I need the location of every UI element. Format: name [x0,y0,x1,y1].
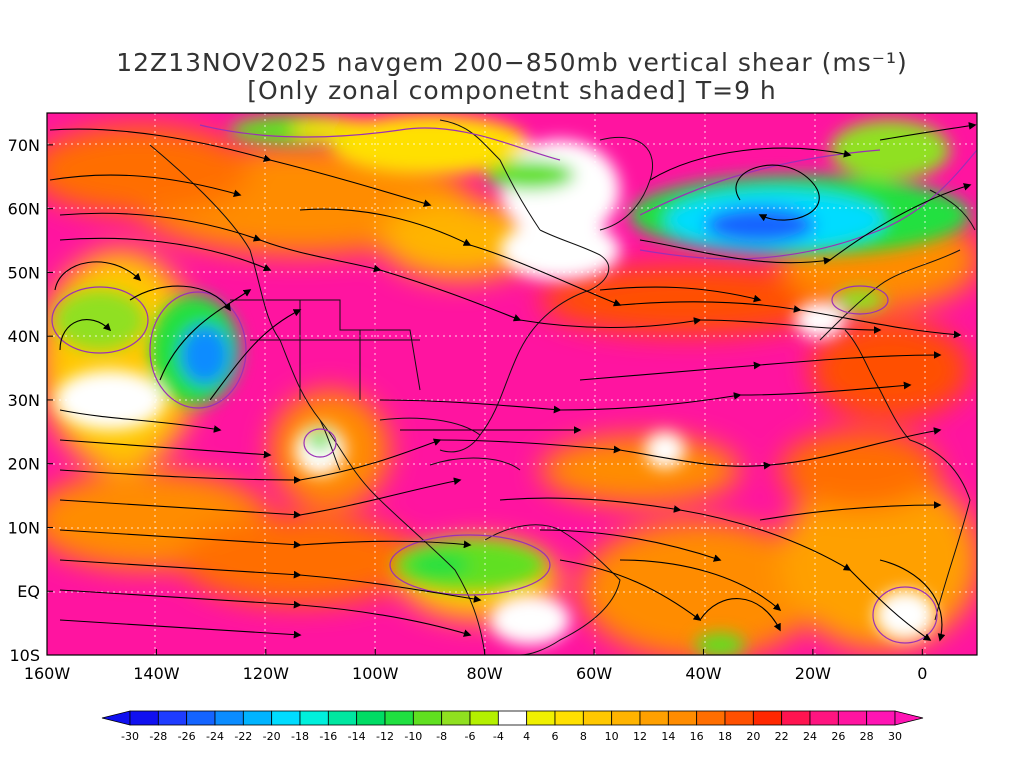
colorbar-label: -12 [376,730,394,743]
colorbar-swatch [441,710,471,726]
colorbar-label: 10 [605,730,619,743]
colorbar-label: 26 [831,730,845,743]
lat-label: 30N [8,391,40,410]
colorbar-swatch [299,710,329,726]
colorbar-label: -8 [436,730,447,743]
colorbar [101,710,924,726]
colorbar-max-arrow [894,710,924,726]
colorbar-swatch [724,710,754,726]
colorbar-label: 18 [718,730,732,743]
shaded-field [47,113,977,655]
colorbar-swatch [356,710,386,726]
colorbar-swatch [639,710,669,726]
lat-label: 70N [8,136,40,155]
colorbar-label: 8 [580,730,587,743]
colorbar-swatch [752,710,783,726]
colorbar-swatch [497,710,528,726]
lon-label: 0 [917,664,927,683]
streamlines [49,122,977,642]
colorbar-label: 22 [775,730,789,743]
colorbar-swatch [582,710,613,726]
colorbar-label: -20 [263,730,281,743]
colorbar-labels: -30 -28 -26 -24 -22 -20 -18 -16 -14 -12 -10 -8 -6 -4 4… [121,730,902,743]
colorbar-swatch [327,710,358,726]
lat-label: 60N [8,200,40,219]
colorbar-swatch [157,710,188,726]
colorbar-label: -10 [404,730,422,743]
lat-label: EQ [17,582,40,601]
colorbar-swatch [554,710,584,726]
colorbar-swatch [809,710,839,726]
colorbar-label: -6 [465,730,476,743]
lon-label: 60W [576,664,612,683]
lon-label: 40W [685,664,721,683]
colorbar-label: -26 [178,730,196,743]
colorbar-swatch [696,710,726,726]
lat-label: 10N [8,518,40,537]
colorbar-swatch [781,710,811,726]
lon-label: 100W [352,664,399,683]
lat-label: 50N [8,263,40,282]
colorbar-label: 6 [552,730,559,743]
colorbar-swatch [214,710,244,726]
colorbar-swatch [866,710,896,726]
lat-label: 20N [8,455,40,474]
colorbar-label: 30 [888,730,902,743]
colorbar-label: 24 [803,730,817,743]
colorbar-swatch [469,710,499,726]
colorbar-label: 28 [860,730,874,743]
map-title: 12Z13NOV2025 navgem 200−850mb vertical s… [116,48,908,77]
colorbar-swatch [611,710,641,726]
colorbar-swatch [384,710,414,726]
lon-label: 80W [467,664,503,683]
map-subtitle: [Only zonal componetnt shaded] T=9 h [247,76,777,105]
colorbar-label: 16 [690,730,704,743]
colorbar-label: -30 [121,730,139,743]
lon-label: 20W [795,664,831,683]
colorbar-label: -24 [206,730,224,743]
colorbar-label: -16 [319,730,337,743]
colorbar-label: -28 [149,730,167,743]
colorbar-swatch [129,710,159,726]
colorbar-swatch [667,710,698,726]
lon-label: 140W [133,664,180,683]
colorbar-swatch [271,710,301,726]
colorbar-swatch [526,710,556,726]
colorbar-swatch [186,710,216,726]
colorbar-label: 12 [633,730,647,743]
colorbar-label: 4 [523,730,530,743]
colorbar-min-arrow [101,710,131,726]
colorbar-label: -18 [291,730,309,743]
latitude-labels: 70N 60N 50N 40N 30N 20N 10N EQ 10S [8,136,40,665]
lon-label: 160W [24,664,71,683]
zero-contours [51,124,977,644]
lat-label: 40N [8,327,40,346]
colorbar-label: 20 [746,730,760,743]
colorbar-swatch [242,710,273,726]
plot-frame [46,112,978,656]
colorbar-label: -4 [493,730,504,743]
lat-label: 10S [9,646,40,665]
colorbar-label: -14 [348,730,366,743]
colorbar-swatch [412,710,443,726]
coastlines [149,119,976,655]
lon-label: 120W [243,664,290,683]
axis-ticks [46,144,923,656]
lat-lon-grid [47,113,977,655]
colorbar-label: -22 [234,730,252,743]
longitude-labels: 160W 140W 120W 100W 80W 60W 40W 20W 0 [24,664,928,683]
colorbar-swatch [837,710,868,726]
colorbar-label: 14 [661,730,675,743]
